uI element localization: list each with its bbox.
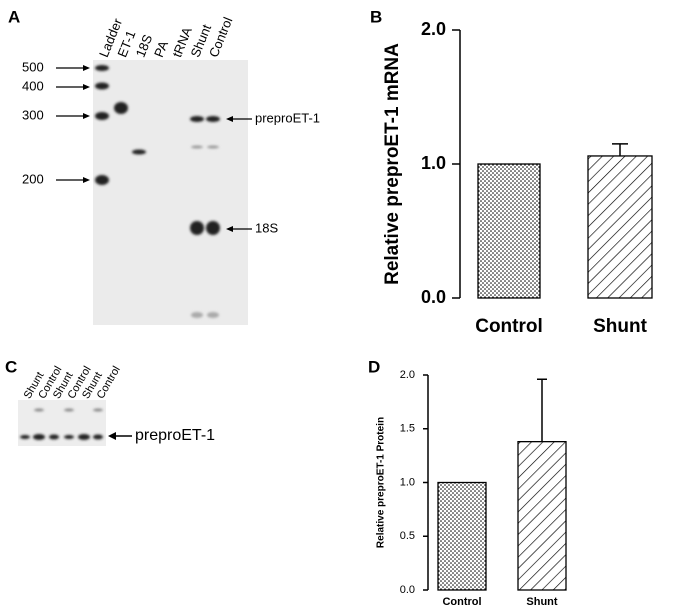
y-tick-label: 1.5: [400, 423, 415, 435]
bar: [437, 481, 487, 591]
band-label: 18S: [255, 220, 278, 235]
y-tick-label: 2.0: [421, 19, 446, 39]
x-tick-label: Shunt: [526, 596, 557, 608]
gel-c: preproET-1 ShuntControlShuntControlShunt…: [18, 364, 215, 446]
size-marker: 500: [22, 59, 44, 74]
size-marker: 200: [22, 171, 44, 186]
x-tick-label: Control: [442, 596, 481, 608]
y-tick-label: 2.0: [400, 369, 415, 381]
band-label: preproET-1: [255, 110, 320, 125]
gel-a: 500 400 300 200 preproET-1 18S LadderET-…: [22, 15, 320, 325]
error-bar: [612, 143, 628, 156]
y-tick-label: 0.0: [400, 584, 415, 596]
lane-label: PA: [151, 38, 171, 59]
size-marker: 400: [22, 78, 44, 93]
size-marker: 300: [22, 107, 44, 122]
panel-label: B: [370, 7, 382, 26]
y-tick-label: 1.0: [421, 153, 446, 173]
band-label: preproET-1: [135, 427, 215, 444]
y-tick-label: 0.5: [400, 530, 415, 542]
panel-label: A: [8, 7, 20, 26]
y-tick-label: 1.0: [400, 476, 415, 488]
bar: [477, 163, 541, 299]
panel-label: D: [368, 357, 380, 376]
x-tick-label: Control: [475, 316, 543, 337]
error-bar: [537, 378, 547, 442]
y-axis-label: Relative preproET-1 Protein: [376, 417, 387, 548]
bar: [587, 155, 653, 299]
panel-label: C: [5, 357, 17, 376]
x-tick-label: Shunt: [593, 316, 647, 337]
y-tick-label: 0.0: [421, 287, 446, 307]
bar: [517, 440, 567, 591]
y-axis-label: Relative preproET-1 mRNA: [382, 43, 403, 285]
